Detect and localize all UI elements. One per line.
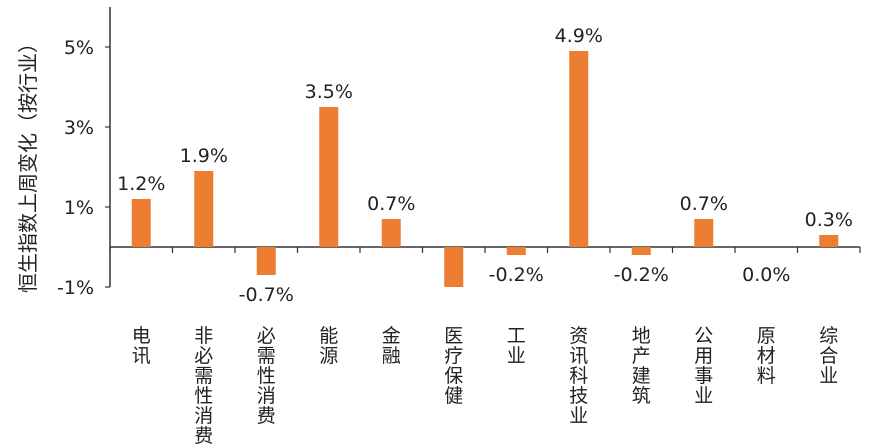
y-tick-label: -1% — [57, 277, 94, 299]
category-label: 医疗保健 — [444, 325, 463, 407]
category-label: 公用事业 — [694, 325, 713, 407]
bar — [194, 171, 214, 247]
category-label: 非必需性消费 — [194, 325, 213, 447]
data-label: 0.7% — [367, 193, 415, 215]
data-label: 1.2% — [117, 173, 165, 195]
axes: -1% 1% 3% 5% — [57, 7, 861, 299]
data-labels: 1.2% 1.9% -0.7% 3.5% 0.7% -0.2% 4.9% -0.2% 0.7% 0… — [117, 25, 853, 306]
category-label: 电讯 — [132, 325, 151, 367]
bar — [131, 199, 151, 247]
y-tick-label: 1% — [64, 197, 94, 219]
category-label: 工业 — [507, 325, 526, 367]
y-tick-label: 5% — [64, 37, 94, 59]
data-label: -0.2% — [489, 264, 544, 286]
category-label: 原材料 — [757, 325, 776, 387]
data-label: 0.0% — [742, 264, 790, 286]
data-label: 3.5% — [305, 81, 353, 103]
category-labels: 电讯 非必需性消费 必需性消费 能源 金融 医疗保健 工业 资讯科技业 地产建筑 公用事业 原材料 综… — [132, 325, 839, 447]
bar — [694, 219, 714, 247]
data-label: -0.2% — [614, 264, 669, 286]
bar — [381, 219, 401, 247]
data-label: 4.9% — [555, 25, 603, 47]
bars — [131, 51, 839, 287]
category-label: 综合业 — [819, 325, 838, 387]
category-label: 地产建筑 — [632, 325, 651, 407]
data-label: -0.7% — [239, 284, 294, 306]
category-label: 金融 — [382, 325, 401, 367]
bar — [444, 247, 464, 287]
category-label: 必需性消费 — [257, 325, 276, 427]
y-tick-label: 3% — [64, 117, 94, 139]
category-label: 资讯科技业 — [569, 325, 588, 427]
bar — [319, 107, 339, 247]
y-axis-title-group: 恒生指数上周变化（按行业） — [16, 33, 40, 293]
data-label: 0.7% — [680, 193, 728, 215]
bar — [506, 247, 526, 255]
bar — [256, 247, 276, 275]
bar — [819, 235, 839, 247]
data-label: 1.9% — [180, 145, 228, 167]
y-axis-title: 恒生指数上周变化（按行业） — [16, 33, 40, 293]
data-label: 0.3% — [805, 209, 853, 231]
bar — [569, 51, 589, 247]
bar — [631, 247, 651, 255]
category-label: 能源 — [319, 325, 338, 367]
